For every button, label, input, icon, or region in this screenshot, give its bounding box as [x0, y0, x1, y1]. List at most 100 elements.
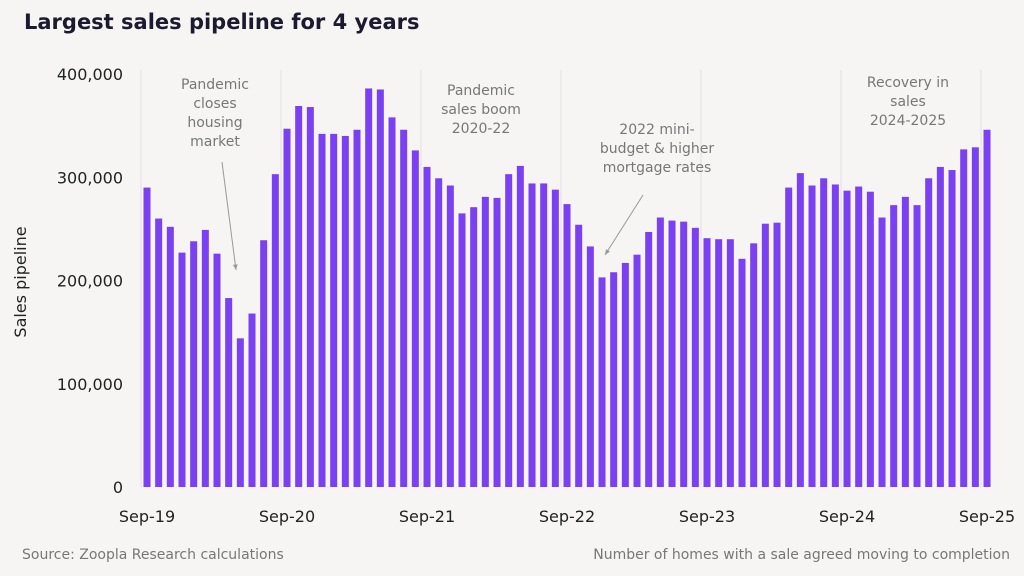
annotation-text: Recovery in: [867, 75, 949, 91]
x-tick-label: Sep-22: [539, 507, 595, 526]
bar: [143, 187, 151, 487]
bar: [411, 150, 419, 487]
source-note: Source: Zoopla Research calculations: [22, 547, 284, 563]
arrowhead-icon: [232, 264, 238, 270]
bar: [761, 223, 769, 487]
bar: [516, 165, 524, 487]
bar: [855, 186, 863, 488]
bar: [388, 117, 396, 488]
bar: [773, 222, 781, 487]
bar: [365, 88, 373, 487]
bar: [505, 174, 513, 487]
bar: [983, 129, 991, 487]
bar: [703, 238, 711, 487]
x-tick-label: Sep-23: [679, 507, 735, 526]
bar: [271, 174, 279, 487]
bar: [901, 196, 909, 487]
bar: [376, 89, 384, 488]
bar: [738, 258, 746, 487]
bar: [633, 254, 641, 487]
x-tick-label: Sep-24: [819, 507, 875, 526]
bar: [890, 205, 898, 487]
bar: [843, 190, 851, 488]
bar: [446, 185, 454, 487]
bar: [236, 338, 244, 487]
bar: [201, 229, 209, 487]
bar: [318, 133, 326, 487]
bar: [248, 313, 256, 487]
bar: [785, 187, 793, 487]
bar: [341, 135, 349, 487]
bar: [925, 178, 933, 487]
bar: [715, 239, 723, 487]
annotation-arrow: [604, 194, 644, 256]
bar: [820, 178, 828, 487]
bar: [400, 129, 408, 487]
x-tick-label: Sep-25: [959, 507, 1015, 526]
y-axis-label: Sales pipeline: [11, 226, 30, 337]
bar: [353, 129, 361, 487]
bar: [470, 207, 478, 487]
bar: [656, 217, 664, 487]
bar: [178, 252, 186, 487]
y-tick-label: 400,000: [57, 65, 123, 84]
annotation-text: 2022 mini-: [619, 122, 694, 138]
annotation-text: budget & higher: [600, 141, 715, 157]
bar: [680, 221, 688, 487]
bar: [831, 184, 839, 488]
bar: [960, 149, 968, 487]
bar: [948, 170, 956, 487]
annotation-text: closes: [193, 96, 236, 112]
bar: [260, 240, 268, 487]
bar: [551, 189, 559, 487]
bar: [225, 298, 233, 487]
bar: [563, 204, 571, 487]
y-tick-label: 300,000: [57, 168, 123, 187]
bar: [493, 197, 501, 487]
y-tick-label: 200,000: [57, 272, 123, 291]
y-tick-label: 100,000: [57, 375, 123, 394]
bar: [668, 220, 676, 488]
bar: [575, 224, 583, 487]
bar: [621, 262, 629, 487]
bar: [190, 241, 198, 487]
bar: [586, 246, 594, 487]
bar: [936, 166, 944, 488]
bar: [691, 227, 699, 487]
annotation-text: sales boom: [441, 102, 521, 118]
definition-note: Number of homes with a sale agreed movin…: [593, 547, 1010, 563]
bar: [645, 231, 653, 487]
bar: [213, 253, 221, 487]
bar: [435, 178, 443, 487]
annotation-arrow: [221, 161, 237, 271]
chart-title: Largest sales pipeline for 4 years: [24, 10, 420, 34]
bar: [796, 173, 804, 487]
x-tick-label: Sep-20: [259, 507, 315, 526]
bar: [866, 191, 874, 487]
bar: [913, 205, 921, 487]
bar: [528, 183, 536, 487]
bar: [283, 128, 291, 487]
bar: [750, 243, 758, 487]
annotation-text: sales: [890, 94, 926, 110]
bar: [458, 213, 466, 487]
bar: [610, 272, 618, 487]
annotation-text: mortgage rates: [603, 160, 712, 176]
x-tick-label: Sep-21: [399, 507, 455, 526]
y-tick-label: 0: [113, 478, 123, 497]
bar: [423, 166, 431, 488]
bar: [166, 226, 174, 487]
annotation-text: Pandemic: [181, 77, 249, 93]
annotation-text: Pandemic: [447, 83, 515, 99]
annotation-text: 2020-22: [452, 121, 511, 137]
x-tick-label: Sep-19: [119, 507, 175, 526]
annotation-text: market: [190, 134, 240, 150]
bar: [306, 107, 314, 487]
annotation-text: housing: [187, 115, 242, 131]
bar: [808, 185, 816, 487]
annotation-text: 2024-2025: [870, 113, 946, 129]
bar: [971, 147, 979, 487]
bar: [726, 239, 734, 487]
bar: [155, 218, 163, 488]
